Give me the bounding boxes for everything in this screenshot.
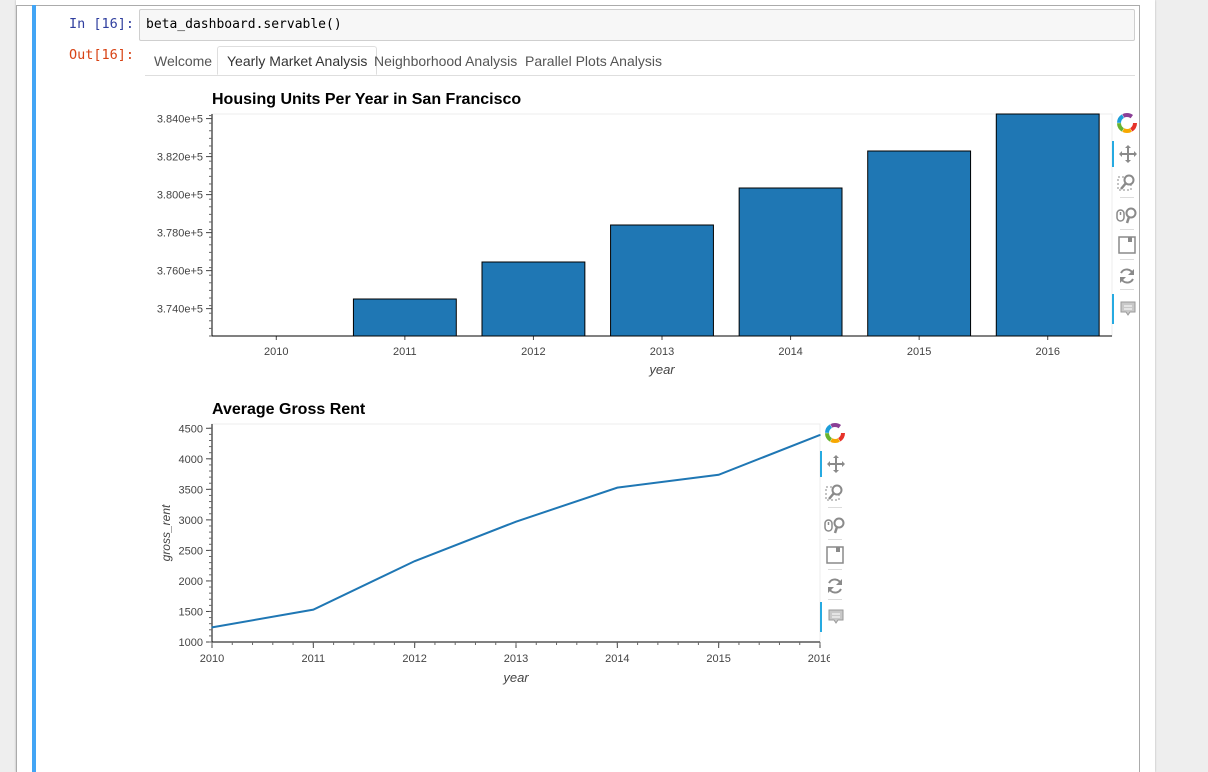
line-chart-toolbar <box>820 420 850 634</box>
hover-icon[interactable] <box>820 602 850 632</box>
save-icon[interactable] <box>820 542 850 568</box>
bokeh-logo-icon[interactable] <box>820 420 850 446</box>
x-tick-label: 2016 <box>1035 346 1059 358</box>
y-tick-label: 3000 <box>179 515 203 527</box>
hover-icon[interactable] <box>1112 294 1142 324</box>
data-point-2016 <box>819 434 821 436</box>
x-tick-label: 2010 <box>264 346 288 358</box>
output-prompt: Out[16]: <box>68 47 134 63</box>
x-tick-label: 2014 <box>778 346 802 358</box>
data-point-2011 <box>312 608 315 611</box>
notebook-cell[interactable] <box>16 5 1140 772</box>
reset-icon[interactable] <box>820 573 850 599</box>
code-input[interactable]: beta_dashboard.servable() <box>139 9 1135 41</box>
bar-chart-toolbar <box>1112 110 1142 324</box>
save-icon[interactable] <box>1112 232 1142 258</box>
y-tick-label: 4000 <box>179 454 203 466</box>
x-tick-label: 2011 <box>393 346 417 358</box>
bar-2013 <box>610 224 714 337</box>
reset-icon[interactable] <box>1112 263 1142 289</box>
bar-2014 <box>738 187 843 337</box>
y-tick-label: 2000 <box>179 576 203 588</box>
y-tick-label: 3500 <box>179 484 203 496</box>
x-tick-label: 2013 <box>504 653 528 665</box>
y-tick-label: 1500 <box>179 606 203 618</box>
y-tick-label: 3.780e+5 <box>157 228 203 240</box>
data-point-2013 <box>515 520 517 523</box>
x-tick-label: 2015 <box>706 653 730 665</box>
dashboard-tabs: Welcome Yearly Market Analysis Neighborh… <box>145 46 1135 76</box>
y-axis-label: gross_rent <box>159 504 173 561</box>
box-zoom-icon[interactable] <box>1112 170 1142 196</box>
y-tick-label: 3.800e+5 <box>157 190 203 202</box>
x-tick-label: 2013 <box>650 346 674 358</box>
y-tick-label: 1000 <box>179 637 203 649</box>
bokeh-logo-icon[interactable] <box>1112 110 1142 136</box>
housing-units-bar-chart[interactable]: 2010 2011 2012 2013 2014 2015 2016 3.740e+5 3.76… <box>140 108 1118 383</box>
pan-icon[interactable] <box>1112 141 1142 167</box>
tab-neighborhood-analysis[interactable]: Neighborhood Analysis <box>374 53 518 69</box>
y-tick-label: 3.760e+5 <box>157 266 203 278</box>
data-point-2015 <box>717 473 720 476</box>
x-tick-label: 2016 <box>808 653 830 665</box>
x-axis-label: year <box>502 670 529 685</box>
y-tick-label: 3.840e+5 <box>157 114 203 126</box>
bar-2011 <box>352 298 457 337</box>
x-tick-label: 2015 <box>907 346 931 358</box>
line-chart-title: Average Gross Rent <box>212 401 366 418</box>
pan-icon[interactable] <box>820 451 850 477</box>
y-tick-label: 4500 <box>179 423 203 435</box>
x-tick-label: 2010 <box>200 653 224 665</box>
y-tick-label: 3.740e+5 <box>157 304 203 316</box>
wheel-zoom-icon[interactable] <box>820 512 850 538</box>
tab-parallel-plots-analysis[interactable]: Parallel Plots Analysis <box>525 53 662 69</box>
data-point-2010 <box>211 626 213 629</box>
x-tick-label: 2012 <box>402 653 426 665</box>
bar-chart-title: Housing Units Per Year in San Francisco <box>212 91 522 108</box>
y-tick-label: 2500 <box>179 545 203 557</box>
x-tick-label: 2014 <box>605 653 629 665</box>
data-point-2014 <box>616 486 619 489</box>
input-prompt: In [16]: <box>68 16 134 32</box>
bar-2016 <box>995 113 1100 337</box>
bar-2012 <box>481 261 586 337</box>
selected-cell-indicator <box>32 5 36 772</box>
data-point-2012 <box>413 560 416 562</box>
wheel-zoom-icon[interactable] <box>1112 202 1142 228</box>
x-axis-label: year <box>648 362 675 377</box>
line-plot-frame <box>211 423 821 643</box>
box-zoom-icon[interactable] <box>820 480 850 506</box>
tab-yearly-market-analysis[interactable]: Yearly Market Analysis <box>217 46 378 75</box>
x-tick-label: 2012 <box>521 346 545 358</box>
bar-2015 <box>867 150 972 337</box>
y-tick-label: 3.820e+5 <box>157 152 203 164</box>
gross-rent-line-chart[interactable]: 1000 1500 2000 2500 3000 3500 4000 4500 2010 2011… <box>140 418 830 693</box>
x-tick-label: 2011 <box>302 653 326 665</box>
tab-welcome[interactable]: Welcome <box>154 53 213 69</box>
